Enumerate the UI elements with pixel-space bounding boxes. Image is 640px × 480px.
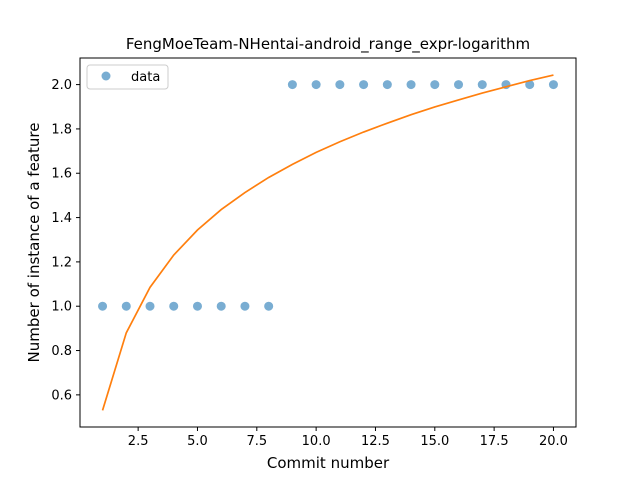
x-tick-label: 10.0 [302,434,331,449]
fit-line [101,74,554,411]
y-tick-label: 1.0 [51,300,72,315]
data-point [335,80,345,90]
data-point [359,80,369,90]
y-tick-label: 0.6 [51,388,72,403]
y-tick-label: 1.8 [51,122,72,137]
x-tick-label: 12.5 [361,434,390,449]
data-point [525,80,535,90]
data-point [406,80,416,90]
data-point [192,301,202,311]
data-point [169,301,179,311]
y-tick-label: 1.4 [51,211,72,226]
data-point [454,80,464,90]
data-point [382,80,392,90]
data-point [240,301,250,311]
legend-label-data: data [131,70,160,85]
data-point [548,80,558,90]
y-tick-label: 2.0 [51,78,72,93]
y-axis-label: Number of instance of a feature [25,123,43,363]
legend-marker-data [101,71,111,81]
x-tick-label: 20.0 [539,434,568,449]
y-tick-label: 0.8 [51,344,72,359]
data-point [216,301,226,311]
data-point [98,301,108,311]
x-tick-label: 17.5 [480,434,509,449]
data-point [264,301,274,311]
x-axis-label: Commit number [267,454,390,472]
data-point [145,301,155,311]
x-tick-label: 2.5 [128,434,149,449]
y-tick-label: 1.6 [51,167,72,182]
legend: data [86,64,169,90]
x-tick-label: 15.0 [420,434,449,449]
chart-title: FengMoeTeam-NHentai-android_range_expr-l… [126,35,530,54]
data-point [121,301,131,311]
legend-box [86,64,169,90]
plot-frame [79,57,577,428]
data-point [287,80,297,90]
x-tick-label: 5.0 [187,434,208,449]
x-tick-label: 7.5 [246,434,267,449]
y-tick-label: 1.2 [51,255,72,270]
data-point [430,80,440,90]
data-point [311,80,321,90]
data-point [477,80,487,90]
